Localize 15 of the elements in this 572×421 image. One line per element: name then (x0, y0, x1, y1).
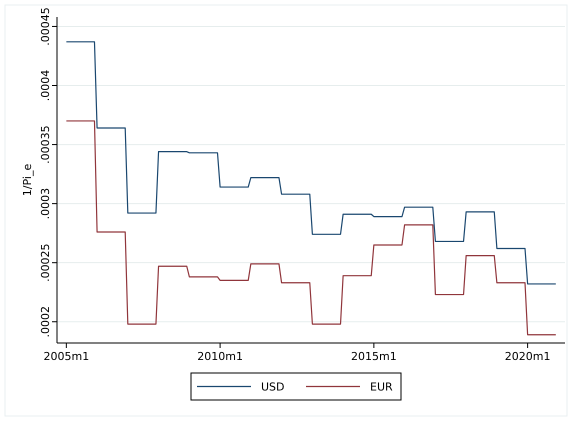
y-tick-label: .0003 (39, 188, 52, 220)
y-tick-label: .00045 (39, 7, 52, 46)
x-tick-label: 2020m1 (504, 350, 550, 363)
x-tick-label: 2010m1 (197, 350, 243, 363)
x-tick-label: 2005m1 (43, 350, 90, 363)
y-axis-title: 1/Pi_e (21, 164, 34, 196)
x-tick-label: 2015m1 (351, 350, 397, 363)
line-series (66, 120, 556, 336)
y-tick-label: .0002 (39, 306, 52, 338)
y-tick-label: .00035 (39, 125, 52, 164)
legend-label: USD (261, 380, 285, 394)
y-tick-label: .0004 (39, 70, 52, 102)
y-tick-label: .00025 (39, 243, 52, 282)
legend-label: EUR (370, 380, 393, 394)
line-series (66, 41, 556, 285)
